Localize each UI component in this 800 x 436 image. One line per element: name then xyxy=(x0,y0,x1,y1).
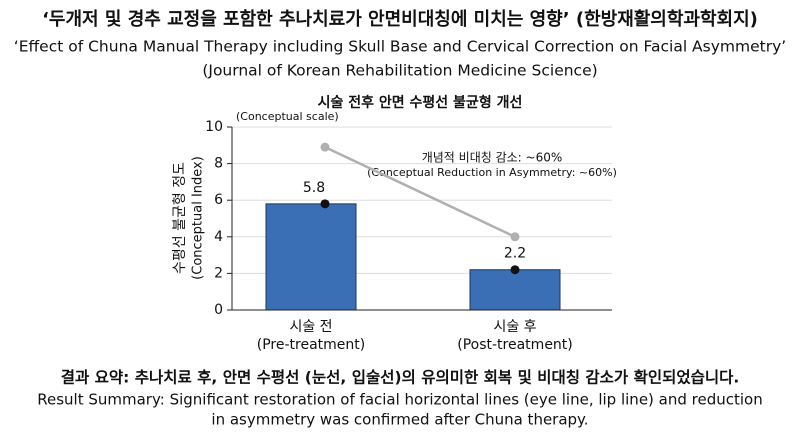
x-tick-sublabel: (Pre-treatment) xyxy=(257,337,365,353)
scale-note: (Conceptual scale) xyxy=(236,110,339,123)
title-ko: ‘두개저 및 경추 교정을 포함한 추나치료가 안면비대칭에 미치는 영향’ (… xyxy=(42,8,758,30)
bar xyxy=(265,203,357,311)
value-point xyxy=(320,199,330,209)
value-label: 2.2 xyxy=(504,246,526,262)
y-tick-label: 2 xyxy=(214,265,223,281)
bar xyxy=(469,269,561,311)
title-en: ‘Effect of Chuna Manual Therapy includin… xyxy=(14,38,786,56)
x-tick-label: 시술 전 xyxy=(289,319,332,335)
summary-en: in asymmetry was confirmed after Chuna t… xyxy=(211,411,588,429)
summary-ko: 결과 요약: 추나치료 후, 안면 수평선 (눈선, 입술선)의 유의미한 회복… xyxy=(61,368,740,387)
value-label: 5.8 xyxy=(303,180,325,196)
y-tick-label: 4 xyxy=(214,229,223,245)
y-tick-label: 8 xyxy=(214,156,223,172)
annotation: 개념적 비대칭 감소: ~60% xyxy=(422,151,563,165)
y-tick-label: 10 xyxy=(205,119,223,135)
x-tick-label: 시술 후 xyxy=(493,319,536,335)
value-point xyxy=(510,265,520,275)
trend-line xyxy=(324,145,516,238)
trend-point xyxy=(510,232,520,242)
journal: (Journal of Korean Rehabilitation Medici… xyxy=(202,62,597,80)
trend-point xyxy=(320,142,330,152)
y-tick-label: 0 xyxy=(214,302,223,318)
x-tick-sublabel: (Post-treatment) xyxy=(457,337,573,353)
summary-en: Result Summary: Significant restoration … xyxy=(37,391,762,409)
y-label: 수평선 불균형 정도 xyxy=(172,162,188,274)
y-label: (Conceptual Index) xyxy=(191,156,206,280)
y-tick-label: 6 xyxy=(214,192,223,208)
chart-title: 시술 전후 안면 수평선 불균형 개선 xyxy=(318,94,523,111)
annotation: (Conceptual Reduction in Asymmetry: ~60%… xyxy=(367,166,617,179)
